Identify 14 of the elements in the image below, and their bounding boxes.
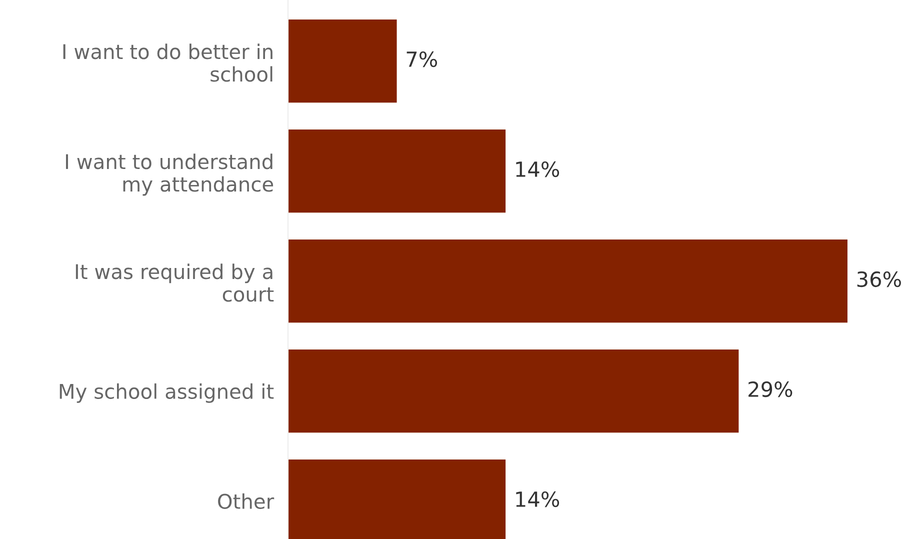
data-label: 7% (406, 51, 438, 68)
y-tick-label: It was required by a court (76, 264, 274, 302)
data-label: 14% (516, 161, 560, 178)
bar (288, 350, 739, 433)
bar (288, 130, 506, 213)
y-tick-label: Other (218, 493, 274, 509)
bar (288, 240, 848, 323)
data-label: 29% (748, 381, 792, 398)
data-label: 14% (516, 491, 560, 508)
data-label: 36% (857, 271, 901, 288)
y-tick-label: I want to do better in school (63, 44, 272, 82)
bar (288, 20, 397, 103)
y-tick-label: My school assigned it (60, 383, 274, 403)
y-tick-label: I want to understand my attendance (66, 154, 274, 196)
